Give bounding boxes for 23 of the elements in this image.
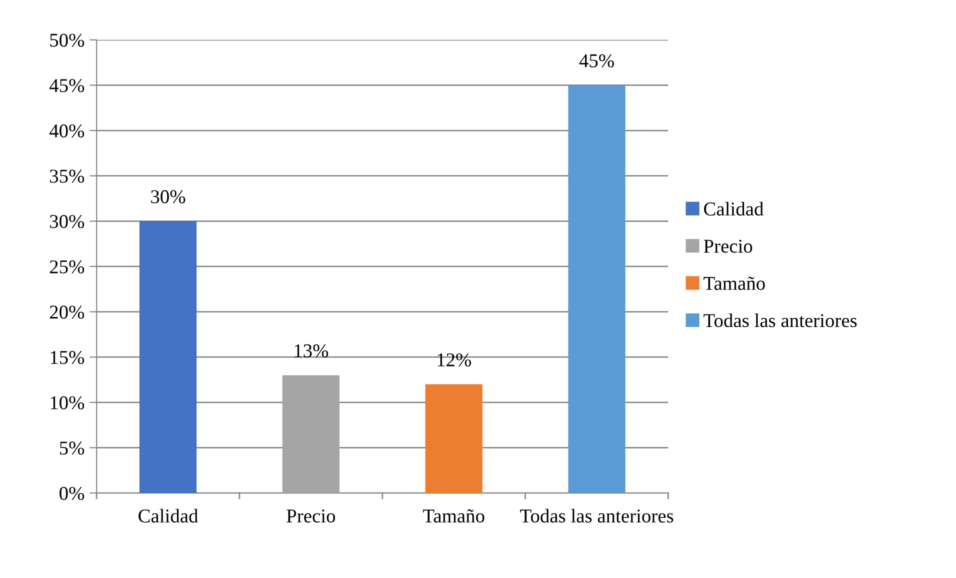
y-tick-label: 45% — [49, 79, 84, 92]
x-tick-label: Todas las anteriores — [520, 508, 674, 523]
x-tick-label: Tamaño — [423, 509, 484, 523]
y-tick-label: 25% — [50, 260, 84, 274]
data-label: 12% — [438, 353, 472, 367]
y-tick-label: 30% — [50, 214, 84, 228]
y-tick-label: 35% — [50, 170, 84, 183]
data-label: 13% — [294, 344, 328, 358]
y-tick-label: 20% — [50, 306, 84, 319]
x-tick-label: Precio — [286, 510, 336, 523]
legend-label: Calidad — [704, 202, 764, 216]
data-label: 30% — [151, 190, 186, 204]
y-tick-label: 5% — [60, 442, 84, 455]
legend-label: Todas las anteriores — [704, 313, 857, 328]
x-tick-label: Calidad — [138, 508, 198, 523]
legend-label: Tamaño — [704, 276, 765, 290]
y-tick-label: 15% — [50, 350, 84, 364]
y-tick-label: 0% — [60, 486, 84, 500]
y-tick-label: 40% — [49, 124, 84, 138]
y-tick-label: 10% — [50, 396, 84, 410]
legend-label: Precio — [704, 240, 752, 253]
data-label: 45% — [579, 54, 614, 68]
y-tick-label: 50% — [50, 34, 84, 47]
